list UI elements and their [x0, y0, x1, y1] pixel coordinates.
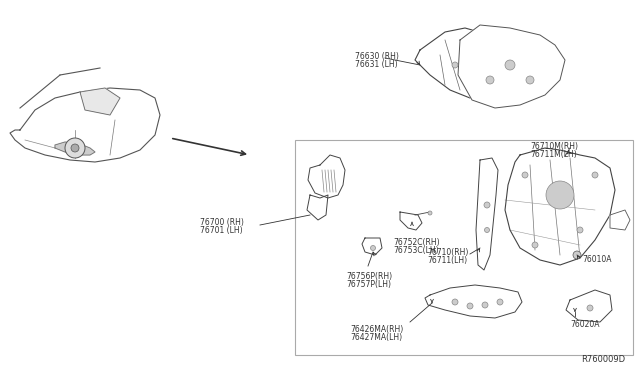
Circle shape	[573, 251, 581, 259]
Polygon shape	[505, 148, 615, 265]
Circle shape	[467, 303, 473, 309]
Bar	[295, 140, 633, 355]
Text: 76753C(LH): 76753C(LH)	[393, 246, 438, 255]
Circle shape	[71, 144, 79, 152]
Polygon shape	[10, 88, 160, 162]
Circle shape	[526, 76, 534, 84]
Polygon shape	[425, 285, 522, 318]
Circle shape	[65, 138, 85, 158]
Circle shape	[482, 302, 488, 308]
Circle shape	[484, 228, 490, 232]
Polygon shape	[55, 142, 95, 155]
Circle shape	[587, 305, 593, 311]
Text: 76710M(RH): 76710M(RH)	[530, 142, 578, 151]
Polygon shape	[610, 210, 630, 230]
Text: 76631 (LH): 76631 (LH)	[355, 60, 397, 69]
Polygon shape	[307, 195, 328, 220]
Text: 76426MA(RH): 76426MA(RH)	[350, 325, 403, 334]
Circle shape	[522, 172, 528, 178]
Text: 76010A: 76010A	[582, 255, 611, 264]
Polygon shape	[400, 212, 422, 230]
Polygon shape	[566, 290, 612, 322]
Polygon shape	[308, 155, 345, 198]
Text: 76427MA(LH): 76427MA(LH)	[350, 333, 402, 342]
Circle shape	[592, 172, 598, 178]
Polygon shape	[362, 238, 382, 255]
Text: 76757P(LH): 76757P(LH)	[346, 280, 391, 289]
Polygon shape	[458, 25, 565, 108]
Text: 76710(RH): 76710(RH)	[427, 248, 468, 257]
Circle shape	[371, 246, 376, 250]
Circle shape	[497, 299, 503, 305]
Circle shape	[486, 76, 494, 84]
Circle shape	[452, 299, 458, 305]
Text: 76752C(RH): 76752C(RH)	[393, 238, 440, 247]
Circle shape	[546, 181, 574, 209]
Text: 76020A: 76020A	[570, 320, 600, 329]
Text: R760009D: R760009D	[581, 355, 625, 364]
Circle shape	[484, 202, 490, 208]
Polygon shape	[415, 28, 550, 100]
Polygon shape	[80, 88, 120, 115]
Polygon shape	[476, 158, 498, 270]
Circle shape	[428, 211, 432, 215]
Circle shape	[577, 227, 583, 233]
Text: 76711M(LH): 76711M(LH)	[530, 150, 577, 159]
Text: 76711(LH): 76711(LH)	[427, 256, 467, 265]
Circle shape	[505, 60, 515, 70]
Text: 76701 (LH): 76701 (LH)	[200, 226, 243, 235]
Circle shape	[532, 242, 538, 248]
Text: 76630 (RH): 76630 (RH)	[355, 52, 399, 61]
Text: 76700 (RH): 76700 (RH)	[200, 218, 244, 227]
Text: 76756P(RH): 76756P(RH)	[346, 272, 392, 281]
Circle shape	[452, 62, 458, 68]
